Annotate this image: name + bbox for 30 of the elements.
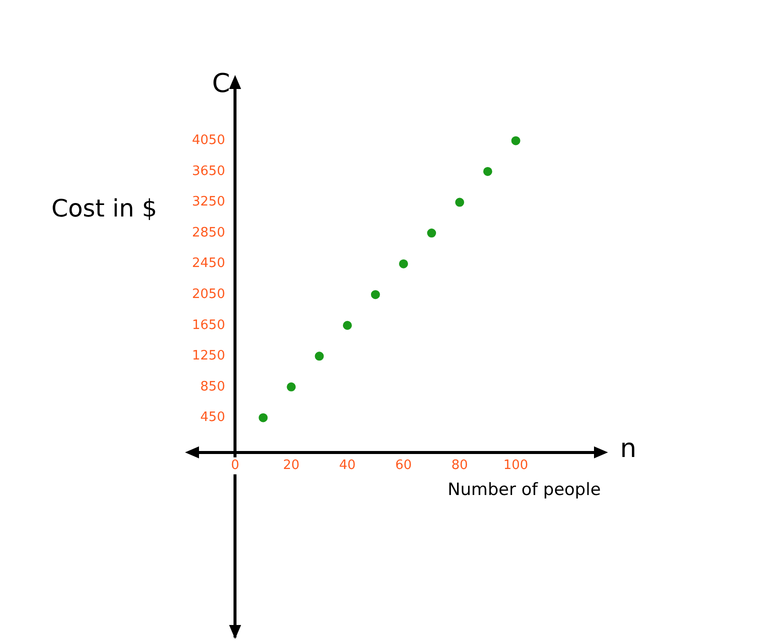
point [342,320,352,330]
annotation: C [212,68,230,99]
y-tick-label: 2850 [192,225,226,240]
y-tick-label: 850 [200,379,226,394]
y-tick-label: 4050 [192,133,226,148]
x-tick-label: 60 [395,458,412,474]
point [511,136,520,146]
point [483,166,492,176]
y-tick-label: 2050 [192,286,226,302]
y-tick-label: 3650 [192,164,226,179]
point [258,413,268,422]
point [399,259,408,268]
point [427,228,436,238]
x-tick-label: 40 [339,458,356,474]
x-tick-label: 80 [451,458,468,474]
text: n [620,434,636,464]
x-tick-label: 0 [230,458,240,474]
y-tick-label: 1250 [192,348,226,364]
x-tick-label: 20 [282,458,300,474]
point [370,290,380,300]
y-axis-title: Cost in $ [51,194,158,222]
y-tick-label: 3250 [192,194,226,210]
y-tick-label: 1650 [192,318,226,333]
point [314,352,324,361]
y-tick-label: 450 [200,410,226,426]
x-axis-title: Number of people [448,480,601,500]
y-tick-label: 2450 [192,256,226,272]
point [286,382,296,392]
point [455,198,464,207]
x-tick-label: 100 [503,458,528,474]
